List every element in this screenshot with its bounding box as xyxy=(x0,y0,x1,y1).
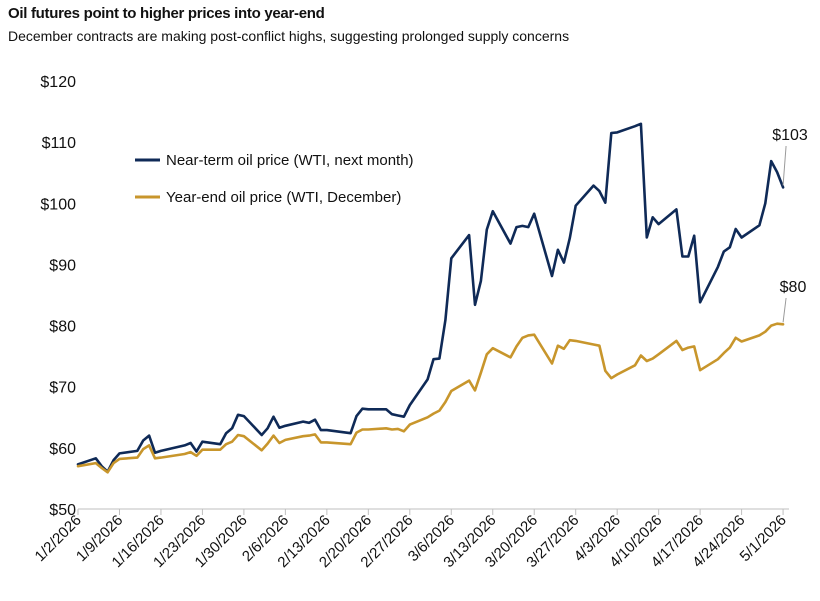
y-tick-label: $50 xyxy=(49,502,76,519)
x-tick-label: 5/1/2026 xyxy=(737,512,790,565)
y-tick-label: $110 xyxy=(42,135,77,152)
legend-label: Near-term oil price (WTI, next month) xyxy=(166,152,414,169)
y-tick-label: $60 xyxy=(49,441,76,458)
y-tick-label: $100 xyxy=(40,196,76,213)
series-layer xyxy=(76,122,785,474)
legend: Near-term oil price (WTI, next month) Yea… xyxy=(135,152,414,206)
y-tick-label: $70 xyxy=(49,380,76,397)
end-labels: $103 $80 xyxy=(772,127,808,323)
y-axis-ticks: $50 $60 $70 $80 $90 $100 $110 $120 xyxy=(40,74,76,519)
near-term-series-line xyxy=(76,122,785,474)
end-value-label: $103 xyxy=(772,127,808,144)
chart-subtitle: December contracts are making post-confl… xyxy=(8,28,570,44)
x-axis-ticks: 1/2/20261/9/20261/16/20261/23/20261/30/2… xyxy=(32,509,790,571)
y-tick-label: $90 xyxy=(49,257,76,274)
end-label-leader xyxy=(782,145,787,186)
legend-label: Year-end oil price (WTI, December) xyxy=(166,189,401,206)
year-end-series-line xyxy=(76,322,785,474)
chart-title: Oil futures point to higher prices into … xyxy=(8,5,325,22)
y-tick-label: $120 xyxy=(40,74,76,91)
end-value-label: $80 xyxy=(780,279,807,296)
y-tick-label: $80 xyxy=(49,319,76,336)
end-label-leader xyxy=(782,297,787,323)
